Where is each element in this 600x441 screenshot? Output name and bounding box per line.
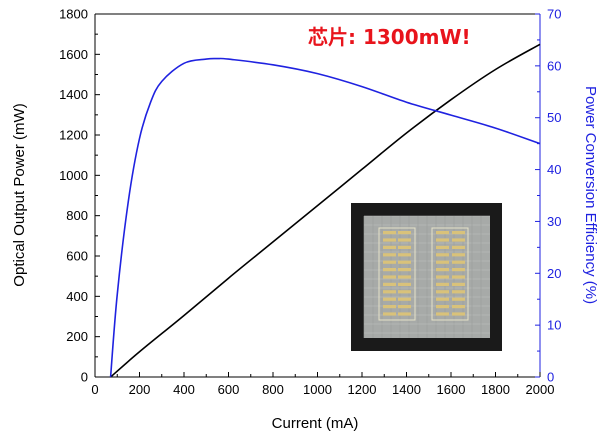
chip-bond-pad [452,231,465,234]
chip-bond-pad [452,283,465,286]
chip-bond-pad [452,238,465,241]
chart-annotation: 芯片: 1300mW! [308,25,471,49]
chip-bond-pad [398,246,411,249]
chip-bond-pad [452,275,465,278]
left-y-tick-label: 0 [81,370,88,385]
right-y-tick-label: 70 [547,7,561,22]
right-y-tick-label: 50 [547,110,561,125]
x-tick-label: 0 [91,382,98,397]
right-y-tick-label: 40 [547,162,561,177]
chip-bond-pad [383,253,396,256]
chip-bond-pad [383,298,396,301]
left-y-tick-label: 1400 [59,87,88,102]
x-tick-label: 1000 [303,382,332,397]
chip-bond-pad [398,283,411,286]
left-y-tick-label: 400 [66,289,88,304]
chip-photo [351,203,502,351]
chip-bond-pad [398,238,411,241]
chip-bond-pad [398,253,411,256]
chip-bond-pad [383,290,396,293]
x-tick-label: 1400 [392,382,421,397]
chip-bond-pad [452,246,465,249]
x-tick-label: 1800 [481,382,510,397]
chip-bond-pad [452,305,465,308]
chip-bond-pad [383,268,396,271]
x-tick-label: 600 [218,382,240,397]
chip-bond-pad [452,290,465,293]
right-y-tick-label: 30 [547,214,561,229]
chip-bond-pad [398,298,411,301]
right-y-tick-label: 60 [547,58,561,73]
right-y-tick-label: 10 [547,318,561,333]
chip-bond-pad [452,268,465,271]
chip-bond-pad [383,231,396,234]
chip-bond-pad [398,290,411,293]
chip-bond-pad [383,305,396,308]
left-y-tick-label: 200 [66,329,88,344]
right-y-tick-label: 20 [547,266,561,281]
chip-bond-pad [436,268,449,271]
x-tick-label: 1600 [437,382,466,397]
chip-bond-pad [436,312,449,315]
x-tick-label: 400 [173,382,195,397]
chip-bond-pad [398,275,411,278]
chip-bond-pad [436,253,449,256]
left-y-tick-label: 1600 [59,47,88,62]
chip-bond-pad [398,312,411,315]
chip-bond-pad [398,268,411,271]
x-tick-label: 200 [129,382,151,397]
chip-bond-pad [436,246,449,249]
chip-bond-pad [452,312,465,315]
chip-bond-pad [436,298,449,301]
chip-bond-pad [436,275,449,278]
left-y-tick-label: 1000 [59,168,88,183]
left-y-tick-label: 800 [66,208,88,223]
chip-bond-pad [398,305,411,308]
chip-bond-pad [436,305,449,308]
left-y-tick-label: 1800 [59,7,88,22]
chip-bond-pad [452,261,465,264]
chip-bond-pad [398,231,411,234]
chip-bond-pad [398,261,411,264]
chip-bond-pad [383,312,396,315]
chip-bond-pad [383,261,396,264]
chip-bond-pad [436,238,449,241]
chip-bond-pad [383,283,396,286]
x-tick-label: 800 [262,382,284,397]
left-y-tick-label: 600 [66,249,88,264]
right-axis-title: Power Conversion Efficiency (%) [582,86,599,304]
left-y-tick-label: 1200 [59,128,88,143]
chip-bond-pad [383,238,396,241]
chip-bond-pad [383,275,396,278]
chip-bond-pad [383,246,396,249]
left-axis-title: Optical Output Power (mW) [11,103,28,286]
chip-bond-pad [436,261,449,264]
chip-bond-pad [436,283,449,286]
chip-bond-pad [436,290,449,293]
chip-bond-pad [452,298,465,301]
chip-bond-pad [436,231,449,234]
x-axis-title: Current (mA) [272,415,359,432]
chip-bond-pad [452,253,465,256]
x-tick-label: 1200 [348,382,377,397]
right-y-tick-label: 0 [547,370,554,385]
